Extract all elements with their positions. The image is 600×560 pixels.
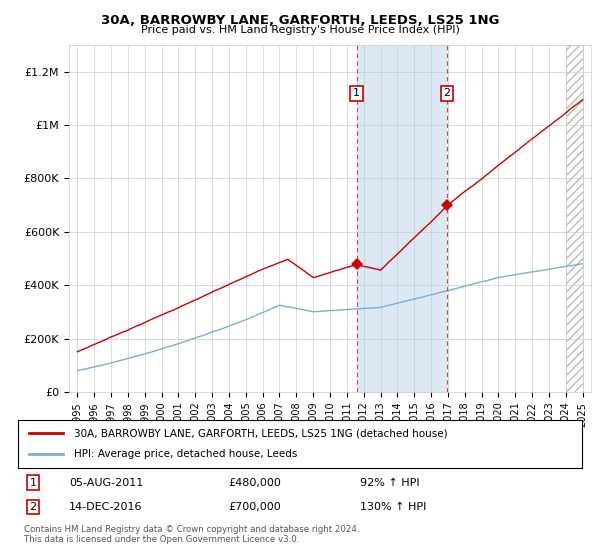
Text: 1: 1 (29, 478, 37, 488)
Text: 30A, BARROWBY LANE, GARFORTH, LEEDS, LS25 1NG: 30A, BARROWBY LANE, GARFORTH, LEEDS, LS2… (101, 14, 499, 27)
Text: 05-AUG-2011: 05-AUG-2011 (69, 478, 143, 488)
Text: 130% ↑ HPI: 130% ↑ HPI (360, 502, 427, 512)
Text: 1: 1 (353, 88, 360, 99)
Text: 30A, BARROWBY LANE, GARFORTH, LEEDS, LS25 1NG (detached house): 30A, BARROWBY LANE, GARFORTH, LEEDS, LS2… (74, 428, 448, 438)
Text: 2: 2 (443, 88, 451, 99)
Text: Contains HM Land Registry data © Crown copyright and database right 2024.
This d: Contains HM Land Registry data © Crown c… (24, 525, 359, 544)
Text: HPI: Average price, detached house, Leeds: HPI: Average price, detached house, Leed… (74, 449, 298, 459)
Text: 14-DEC-2016: 14-DEC-2016 (69, 502, 143, 512)
Text: Price paid vs. HM Land Registry's House Price Index (HPI): Price paid vs. HM Land Registry's House … (140, 25, 460, 35)
Text: £700,000: £700,000 (228, 502, 281, 512)
Text: £480,000: £480,000 (228, 478, 281, 488)
Text: 2: 2 (29, 502, 37, 512)
Text: 92% ↑ HPI: 92% ↑ HPI (360, 478, 419, 488)
